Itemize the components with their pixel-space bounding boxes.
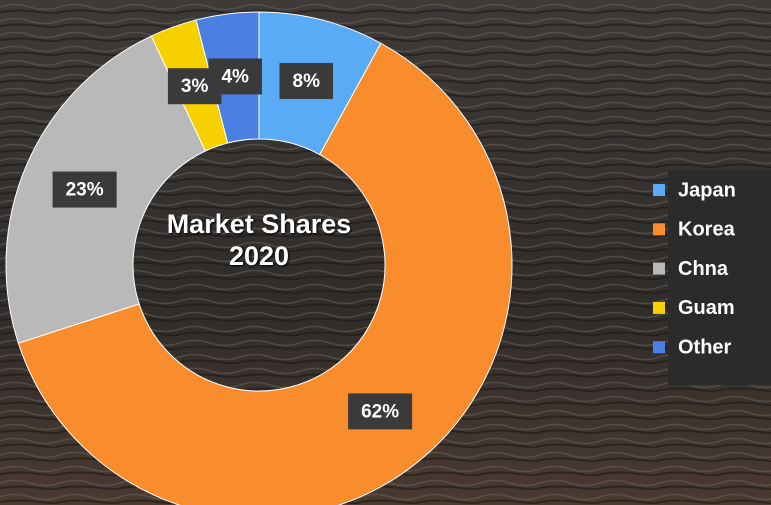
data-label: 4% [208, 58, 262, 95]
data-label-text: 62% [361, 401, 399, 422]
data-label-text: 8% [293, 71, 321, 92]
data-label-box [208, 58, 262, 95]
legend-label: Chna [678, 258, 729, 280]
data-label-box [52, 171, 117, 208]
data-label-text: 23% [66, 180, 104, 201]
data-label-box [279, 62, 333, 99]
chart-title: Market Shares 2020 [166, 209, 352, 271]
data-label: 62% [348, 393, 413, 430]
data-label-box [348, 393, 413, 430]
legend-swatch [653, 301, 665, 314]
legend-swatch [653, 262, 665, 275]
legend-label: Guam [678, 297, 735, 319]
legend-box [668, 170, 771, 385]
data-label-text: 4% [221, 67, 249, 88]
data-label-text: 3% [181, 76, 209, 97]
legend-swatch [653, 341, 665, 354]
legend-swatch [653, 184, 665, 196]
data-label: 8% [279, 62, 333, 99]
legend-label: Korea [678, 219, 736, 241]
data-label: 23% [52, 171, 117, 208]
legend-label: Japan [678, 179, 736, 201]
legend-label: Other [678, 336, 732, 358]
slice [17, 42, 513, 505]
legend-swatch [653, 223, 665, 236]
